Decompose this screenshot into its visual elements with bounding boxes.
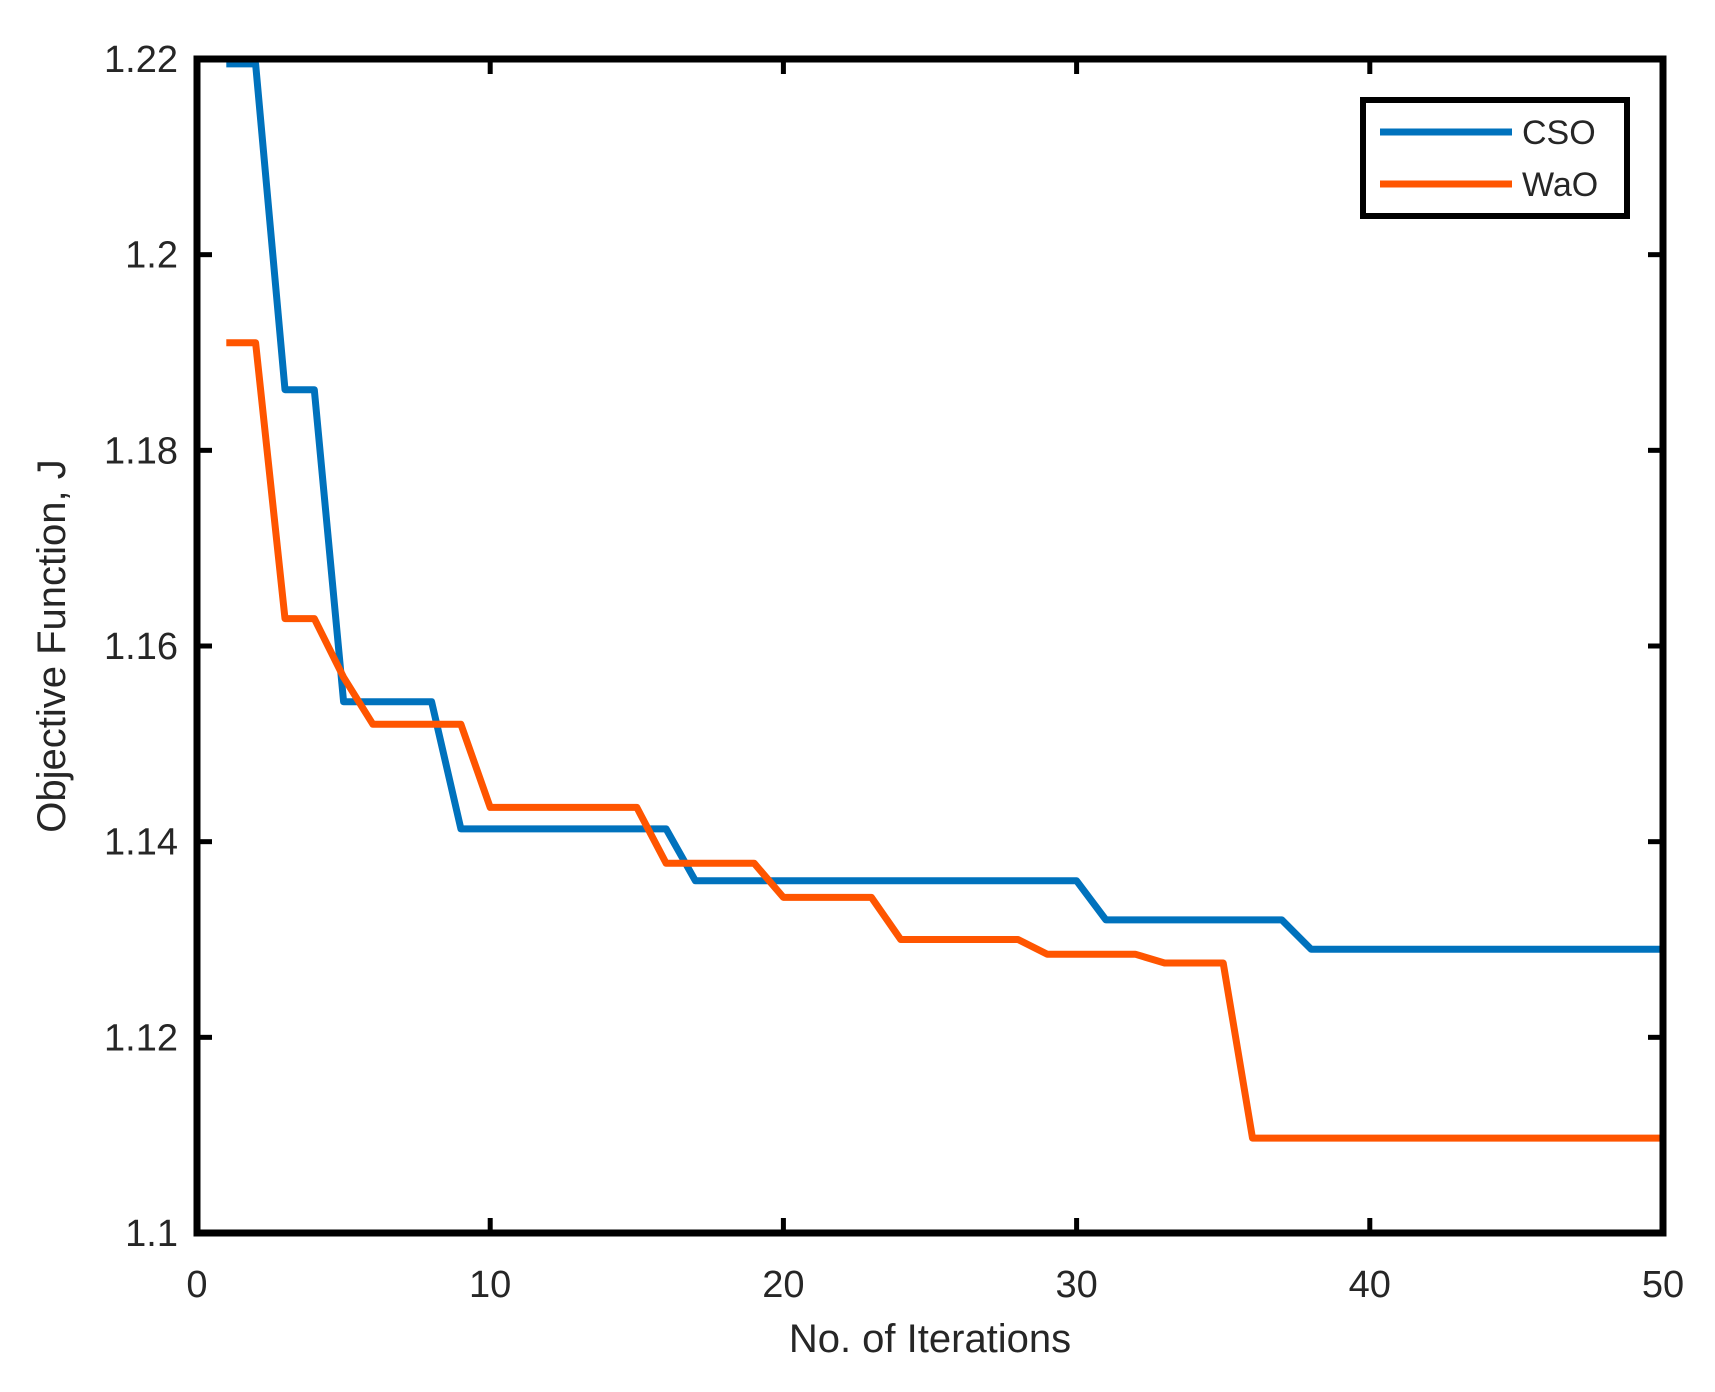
y-axis-label: Objective Function, J: [30, 459, 74, 833]
y-tick-label: 1.16: [104, 626, 178, 668]
x-axis-label: No. of Iterations: [789, 1317, 1071, 1361]
x-tick-label: 40: [1349, 1264, 1391, 1306]
y-tick-label: 1.2: [125, 235, 178, 277]
y-tick-label: 1.18: [104, 430, 178, 472]
x-tick-label: 10: [469, 1264, 511, 1306]
y-tick-label: 1.22: [104, 39, 178, 81]
series-layer: [226, 60, 1663, 1142]
legend-label-cso: CSO: [1522, 114, 1596, 152]
x-tick-label: 0: [186, 1264, 207, 1306]
legend: CSO WaO: [1360, 97, 1630, 219]
x-tick-label: 50: [1642, 1264, 1684, 1306]
legend-box: [1360, 97, 1630, 219]
series-line-cso: [226, 60, 1663, 953]
y-tick-label: 1.14: [104, 822, 178, 864]
legend-label-wao: WaO: [1522, 166, 1598, 204]
x-tick-label: 20: [762, 1264, 804, 1306]
x-tick-label: 30: [1055, 1264, 1097, 1306]
y-tick-label: 1.1: [125, 1213, 178, 1255]
series-line-wao: [226, 339, 1663, 1142]
y-tick-label: 1.12: [104, 1017, 178, 1059]
tick-layer: 0 10 20 30 40 50 1.1 1.12 1.14 1.16 1.18 1.2 1.22: [104, 39, 1684, 1306]
